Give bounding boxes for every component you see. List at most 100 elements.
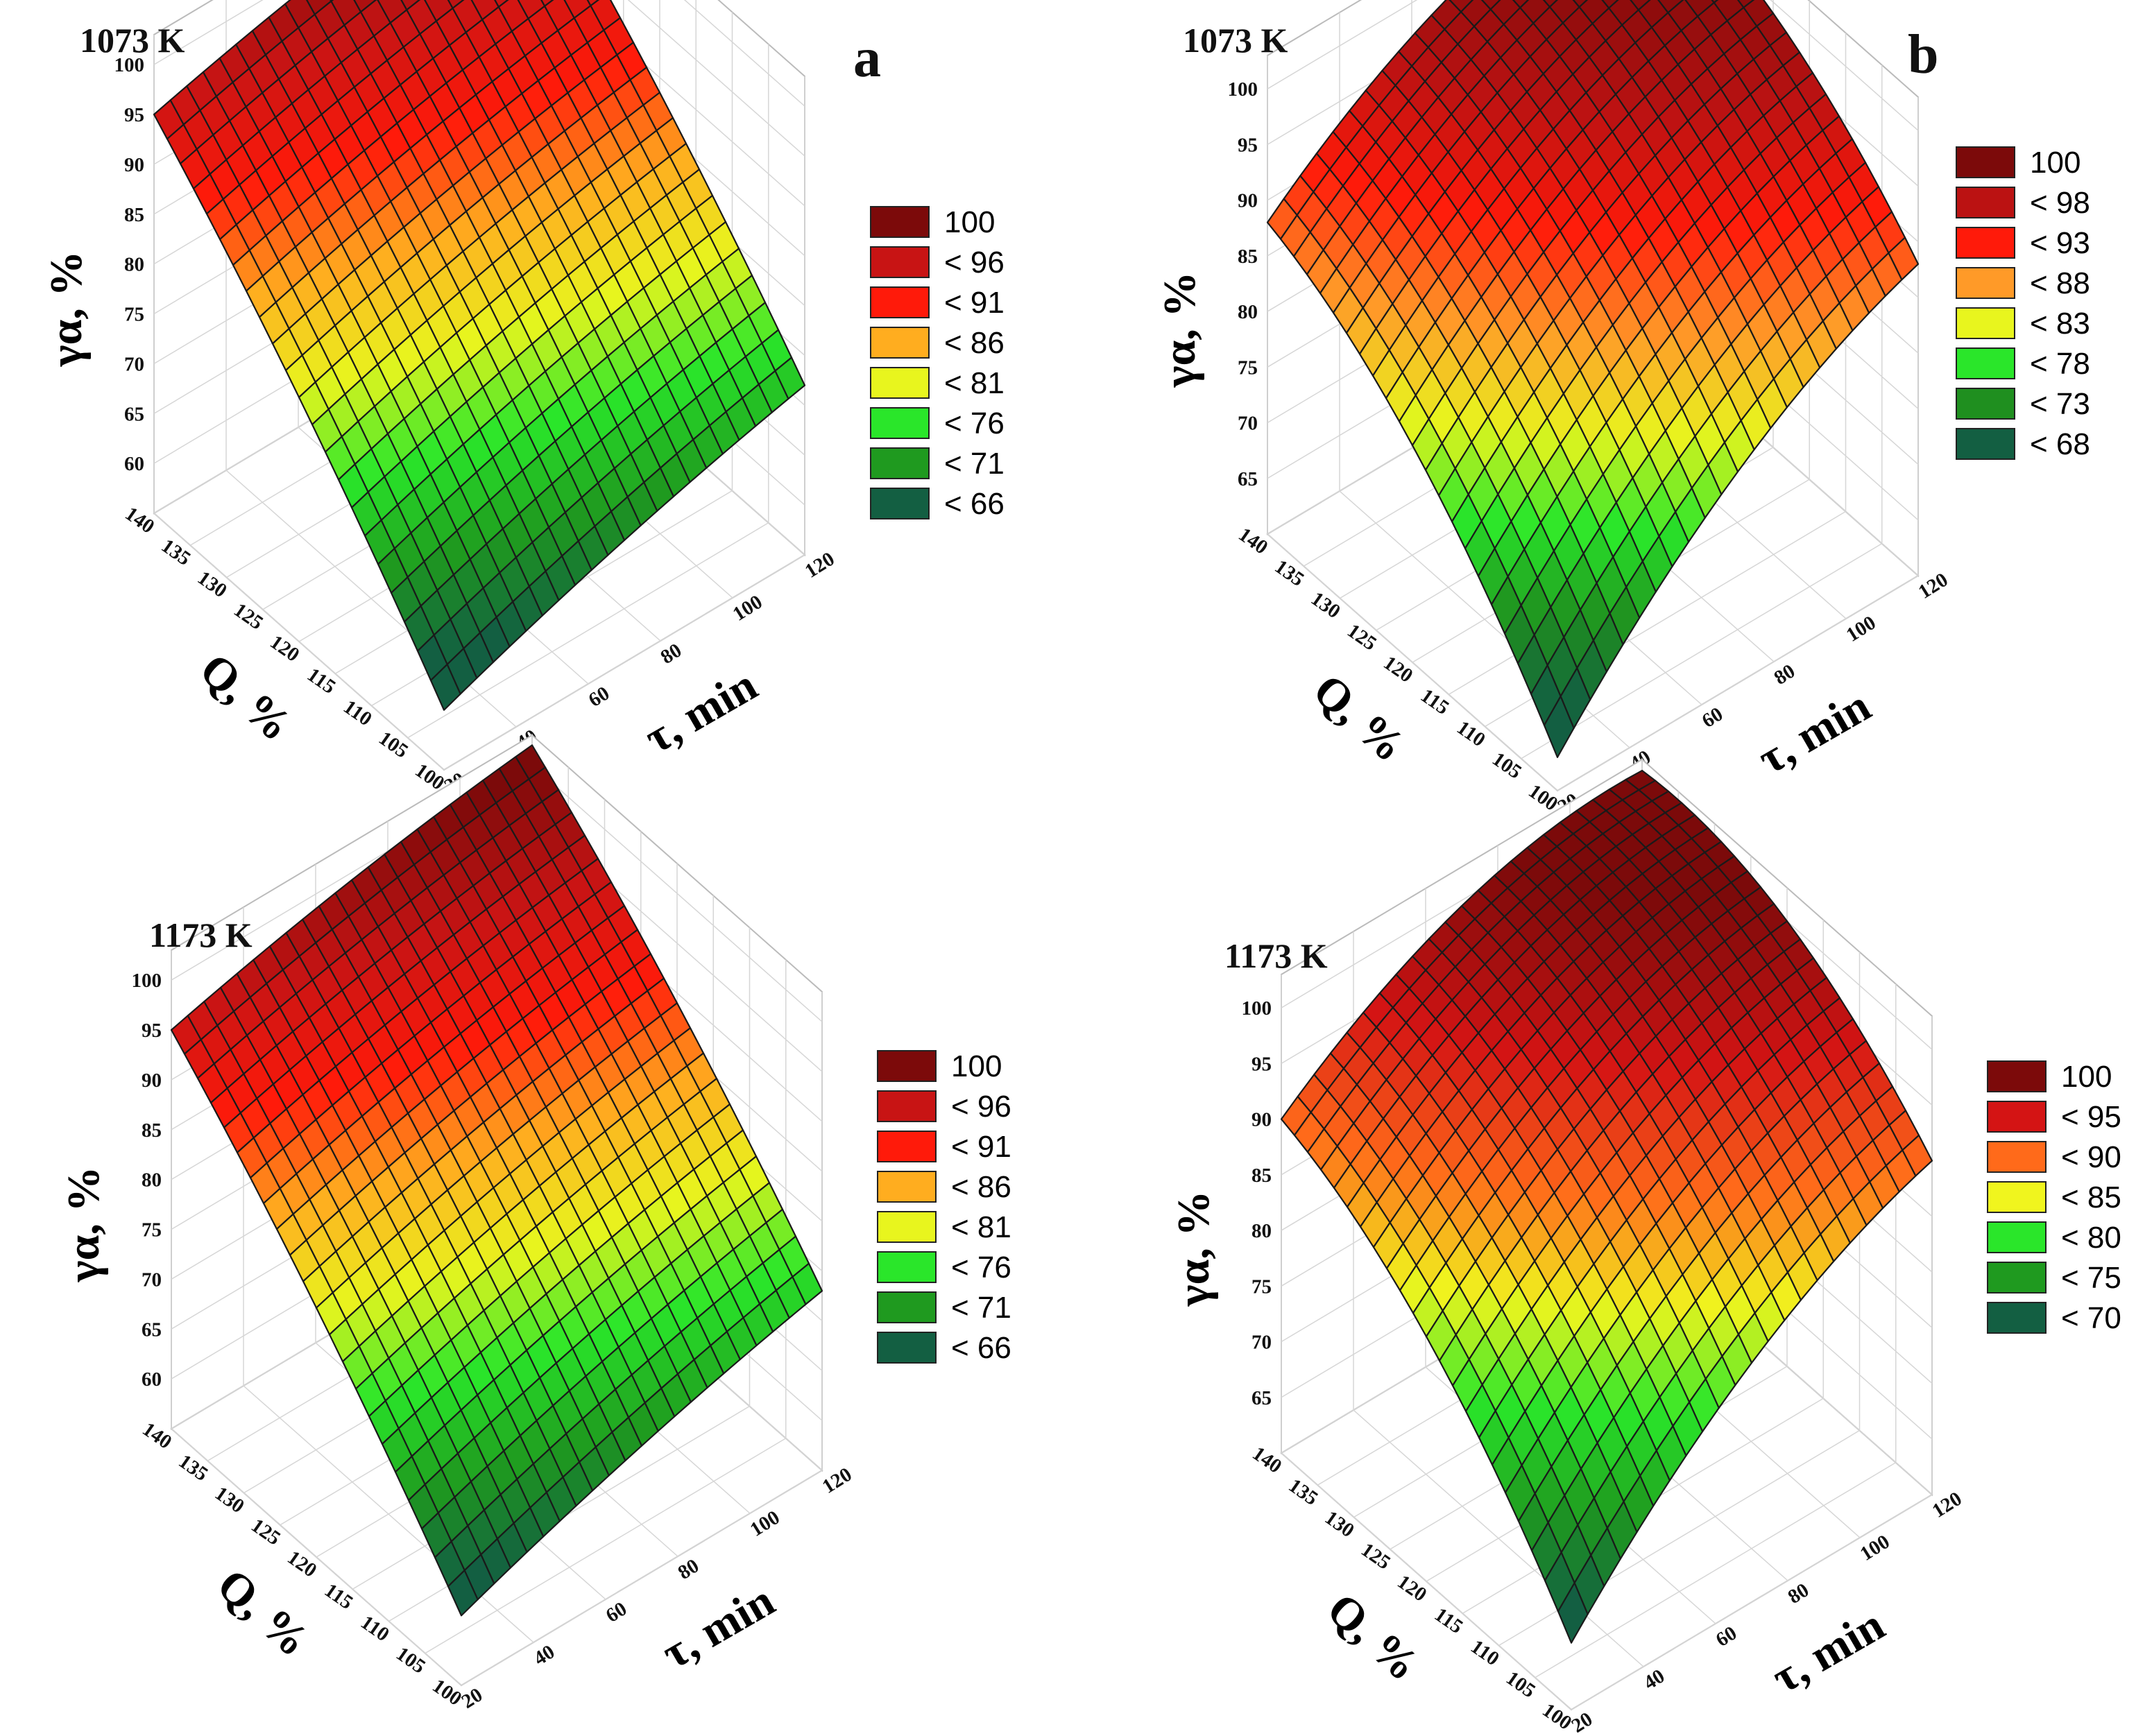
tau-tick-label: 120 (801, 548, 839, 583)
tau-tick-label: 120 (1929, 1488, 1966, 1522)
z-tick-label: 90 (1238, 190, 1258, 212)
legend-label: < 66 (944, 487, 1005, 521)
legend-swatch (1987, 1141, 2047, 1173)
z-tick-label: 95 (1238, 134, 1258, 156)
z-tick-label: 85 (1238, 246, 1258, 268)
legend-label: < 68 (2030, 427, 2090, 461)
grid-line (1281, 974, 1572, 1710)
z-tick-label: 95 (142, 1020, 162, 1042)
legend-label: < 76 (951, 1251, 1011, 1284)
tau-tick-label: 120 (1915, 569, 1952, 603)
z-axis-title: γα, % (58, 1167, 109, 1283)
z-tick-label: 85 (142, 1119, 162, 1142)
tau-tick-label: 60 (1698, 703, 1727, 732)
surface-cell (447, 1570, 479, 1617)
z-tick-label: 95 (1251, 1053, 1272, 1075)
legend-label: < 86 (944, 326, 1005, 360)
legend-swatch (1987, 1101, 2047, 1133)
legend-label: < 71 (944, 447, 1005, 481)
legend: 100 < 96 < 91 < 86 < 81 < 76 < 71 < 66 (877, 1049, 1011, 1365)
legend-swatch (1956, 347, 2015, 379)
legend-swatch (877, 1090, 937, 1122)
chart-panel-a: 6065707580859095100100105110115120125130… (41, 0, 1005, 798)
legend-label: 100 (944, 205, 995, 239)
surface-cell (429, 663, 461, 711)
legend-swatch (1956, 227, 2015, 259)
z-tick-label: 90 (142, 1069, 162, 1092)
z-tick-label: 70 (1238, 413, 1258, 435)
legend-swatch (877, 1050, 937, 1082)
legend-label: < 66 (951, 1331, 1011, 1365)
legend-label: < 95 (2061, 1100, 2121, 1134)
tau-tick-label: 40 (530, 1640, 559, 1670)
z-tick-label: 70 (1251, 1332, 1272, 1354)
surface-cell (1572, 0, 1589, 8)
z-axis-title: γα, % (41, 251, 92, 368)
surface-cell (1512, 0, 1530, 9)
z-tick-label: 75 (1251, 1275, 1272, 1298)
tau-axis-title: τ, min (653, 1575, 783, 1679)
legend-label: < 81 (944, 366, 1005, 400)
z-tick-label: 100 (132, 970, 162, 992)
legend-swatch (877, 1211, 937, 1243)
legend-swatch (870, 407, 930, 439)
panel-temperature-title: 1173 K (1224, 936, 1328, 975)
z-tick-label: 85 (124, 204, 144, 226)
z-tick-label: 65 (142, 1318, 162, 1341)
z-axis-title: γα, % (1154, 272, 1205, 388)
tau-tick-label: 80 (1784, 1579, 1813, 1608)
grid-line (1267, 55, 1558, 791)
legend-label: < 71 (951, 1291, 1011, 1325)
z-tick-label: 70 (142, 1269, 162, 1291)
z-axis-title: γα, % (1168, 1191, 1219, 1307)
panel-temperature-title: 1073 K (80, 21, 185, 60)
legend-label: < 86 (951, 1170, 1011, 1204)
legend-label: < 73 (2030, 387, 2090, 421)
legend-swatch (870, 447, 930, 479)
z-tick-label: 100 (114, 54, 145, 76)
tau-tick-label: 80 (657, 639, 686, 669)
panel-letter-a: a (853, 28, 881, 89)
z-tick-label: 85 (1251, 1165, 1272, 1187)
legend-label: < 78 (2030, 347, 2090, 381)
z-tick-label: 75 (1238, 356, 1258, 379)
legend-swatch (1987, 1302, 2047, 1334)
legend: 100 < 98 < 93 < 88 < 83 < 78 < 73 < 68 (1956, 146, 2090, 461)
z-tick-label: 95 (124, 104, 144, 126)
z-tick-label: 70 (124, 353, 144, 375)
z-tick-label: 65 (1238, 468, 1258, 490)
legend-label: < 90 (2061, 1140, 2121, 1174)
legend-label: < 76 (944, 406, 1005, 440)
legend-swatch (870, 206, 930, 238)
z-tick-label: 100 (1228, 78, 1258, 101)
legend-label: < 80 (2061, 1221, 2121, 1255)
q-tick-label: 140 (138, 1418, 176, 1454)
surface-cell (1480, 0, 1501, 10)
legend-swatch (1987, 1262, 2047, 1294)
legend-swatch (1956, 187, 2015, 218)
z-tick-label: 65 (124, 403, 144, 425)
grid-line (153, 35, 445, 771)
z-tick-label: 80 (1251, 1220, 1272, 1242)
z-tick-label: 60 (142, 1368, 162, 1391)
legend-label: < 96 (951, 1090, 1011, 1124)
legend-swatch (877, 1131, 937, 1162)
legend-label: 100 (2030, 146, 2081, 180)
grid-line (1267, 0, 1919, 131)
tau-axis-title: τ, min (1750, 680, 1879, 784)
z-tick-label: 100 (1242, 997, 1272, 1020)
legend-label: < 81 (951, 1210, 1011, 1244)
legend-swatch (877, 1332, 937, 1364)
z-tick-label: 90 (1251, 1109, 1272, 1131)
tau-axis-title: τ, min (1763, 1599, 1893, 1703)
legend-swatch (877, 1291, 937, 1323)
surface-mesh (1266, 0, 1920, 758)
tau-tick-label: 20 (1568, 1708, 1597, 1736)
legend-swatch (1987, 1060, 2047, 1092)
z-tick-label: 80 (142, 1169, 162, 1192)
surface-cell (1736, 0, 1755, 8)
legend-swatch (1987, 1221, 2047, 1253)
z-tick-label: 80 (124, 254, 144, 276)
legend-swatch (1956, 146, 2015, 178)
